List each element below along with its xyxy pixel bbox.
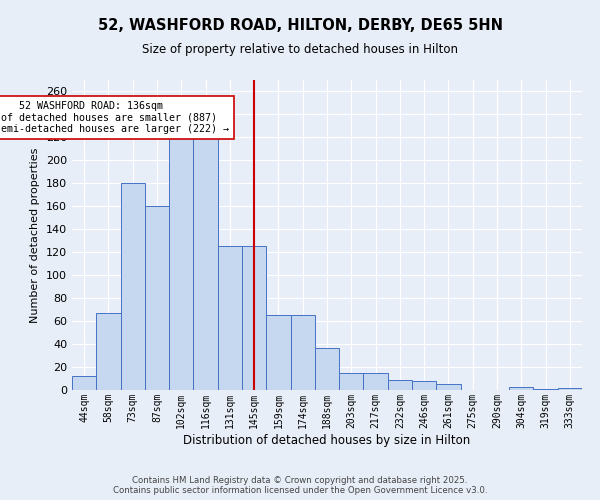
Bar <box>242 246 266 390</box>
Bar <box>290 316 315 390</box>
Bar <box>412 381 436 390</box>
Bar <box>266 316 290 390</box>
Bar <box>121 184 145 390</box>
Bar <box>558 388 582 390</box>
Text: Contains HM Land Registry data © Crown copyright and database right 2025.
Contai: Contains HM Land Registry data © Crown c… <box>113 476 487 495</box>
Bar <box>436 384 461 390</box>
Text: Size of property relative to detached houses in Hilton: Size of property relative to detached ho… <box>142 42 458 56</box>
Text: 52, WASHFORD ROAD, HILTON, DERBY, DE65 5HN: 52, WASHFORD ROAD, HILTON, DERBY, DE65 5… <box>97 18 503 32</box>
Bar <box>72 376 96 390</box>
Bar <box>315 348 339 390</box>
Y-axis label: Number of detached properties: Number of detached properties <box>31 148 40 322</box>
Bar <box>339 373 364 390</box>
X-axis label: Distribution of detached houses by size in Hilton: Distribution of detached houses by size … <box>184 434 470 446</box>
Bar <box>509 386 533 390</box>
Bar <box>218 246 242 390</box>
Bar <box>169 126 193 390</box>
Bar <box>193 126 218 390</box>
Bar <box>364 373 388 390</box>
Bar <box>145 206 169 390</box>
Bar <box>96 313 121 390</box>
Bar <box>533 389 558 390</box>
Bar <box>388 380 412 390</box>
Text: 52 WASHFORD ROAD: 136sqm
← 80% of detached houses are smaller (887)
20% of semi-: 52 WASHFORD ROAD: 136sqm ← 80% of detach… <box>0 100 229 134</box>
